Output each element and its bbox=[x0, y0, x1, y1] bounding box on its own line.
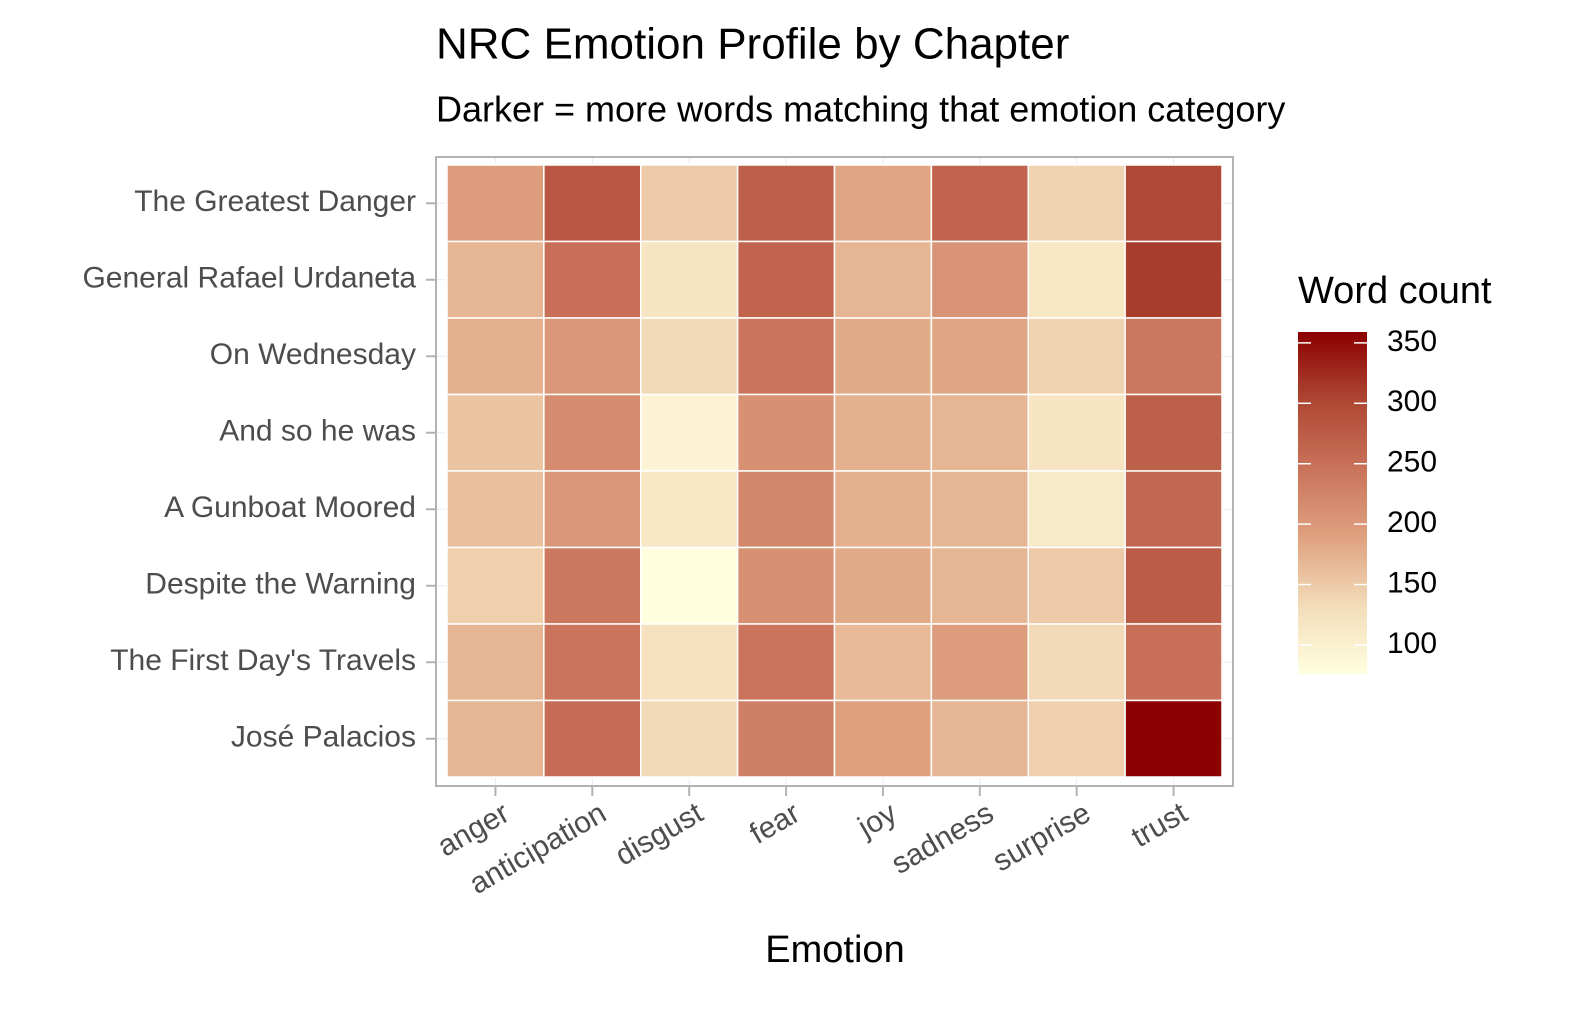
colorbar-tick-label: 100 bbox=[1387, 627, 1437, 660]
heat-cell bbox=[833, 470, 933, 549]
heat-cell bbox=[1027, 393, 1126, 472]
legend-title: Word count bbox=[1298, 270, 1492, 312]
heat-cell bbox=[930, 699, 1029, 778]
y-tick-label: And so he was bbox=[219, 415, 416, 448]
heat-cell bbox=[736, 393, 836, 472]
heat-cell bbox=[446, 546, 545, 625]
heat-cell bbox=[736, 699, 836, 778]
heat-cell bbox=[446, 240, 545, 319]
heat-cell bbox=[930, 164, 1029, 243]
heat-cell bbox=[833, 699, 933, 778]
heat-cell bbox=[640, 470, 739, 549]
heat-cell bbox=[930, 623, 1029, 702]
heat-cell bbox=[543, 164, 642, 243]
x-tick-label: disgust bbox=[610, 796, 709, 872]
heat-cell bbox=[833, 317, 933, 396]
x-tick-label: trust bbox=[1126, 796, 1194, 854]
heat-cell bbox=[543, 623, 642, 702]
heat-cell bbox=[543, 317, 642, 396]
heat-cell bbox=[1124, 470, 1223, 549]
heat-cell bbox=[1124, 393, 1223, 472]
x-tick-label: fear bbox=[744, 796, 805, 850]
heat-cell bbox=[1027, 546, 1126, 625]
y-tick-label: Despite the Warning bbox=[145, 568, 416, 601]
heat-cell bbox=[446, 164, 545, 243]
heat-cell bbox=[736, 164, 836, 243]
heat-cell bbox=[446, 393, 545, 472]
heat-cell bbox=[543, 699, 642, 778]
heat-cell bbox=[640, 546, 739, 625]
heat-cell bbox=[640, 317, 739, 396]
heat-cell bbox=[833, 623, 933, 702]
chart-title: NRC Emotion Profile by Chapter bbox=[436, 20, 1069, 69]
heat-cell bbox=[930, 470, 1029, 549]
heat-cell bbox=[1124, 623, 1223, 702]
heat-cell bbox=[640, 393, 739, 472]
heat-cell bbox=[640, 240, 739, 319]
heat-cell bbox=[640, 623, 739, 702]
heat-cell bbox=[543, 546, 642, 625]
heat-cell bbox=[1027, 470, 1126, 549]
heat-cell bbox=[446, 699, 545, 778]
heat-cell bbox=[543, 240, 642, 319]
heat-cell bbox=[736, 317, 836, 396]
y-tick-label: General Rafael Urdaneta bbox=[82, 262, 416, 295]
heat-cell bbox=[833, 546, 933, 625]
colorbar-tick-label: 300 bbox=[1387, 385, 1437, 418]
y-tick-label: A Gunboat Moored bbox=[164, 491, 416, 524]
colorbar-tick-label: 250 bbox=[1387, 446, 1437, 479]
heat-cell bbox=[930, 393, 1029, 472]
panel-border bbox=[435, 156, 1234, 787]
heat-cell bbox=[1124, 546, 1223, 625]
y-tick-label: On Wednesday bbox=[210, 338, 416, 371]
heat-cell bbox=[930, 240, 1029, 319]
colorbar-tick-label: 200 bbox=[1387, 506, 1437, 539]
heat-cell bbox=[543, 470, 642, 549]
heat-cell bbox=[446, 470, 545, 549]
heat-cell bbox=[640, 699, 739, 778]
y-tick-label: The First Day's Travels bbox=[110, 644, 416, 677]
heat-cell bbox=[736, 623, 836, 702]
heat-cell bbox=[543, 393, 642, 472]
colorbar-tick-label: 350 bbox=[1387, 325, 1437, 358]
heat-cell bbox=[736, 240, 836, 319]
heat-cell bbox=[736, 546, 836, 625]
heat-cell bbox=[1027, 240, 1126, 319]
heat-cell bbox=[736, 470, 836, 549]
x-axis-label: Emotion bbox=[765, 929, 904, 971]
x-tick-label: sadness bbox=[886, 796, 999, 880]
heat-cell bbox=[1027, 699, 1126, 778]
heat-cell bbox=[833, 164, 933, 243]
heat-cell bbox=[446, 623, 545, 702]
colorbar-tick-label: 150 bbox=[1387, 566, 1437, 599]
heat-cell bbox=[930, 317, 1029, 396]
heat-cell bbox=[1124, 317, 1223, 396]
heat-cell bbox=[1027, 317, 1126, 396]
colorbar bbox=[1298, 332, 1367, 674]
x-tick-label: joy bbox=[852, 796, 903, 844]
heat-cell bbox=[1027, 623, 1126, 702]
heat-cell bbox=[446, 317, 545, 396]
heat-cell bbox=[1027, 164, 1126, 243]
chart-subtitle: Darker = more words matching that emotio… bbox=[436, 89, 1285, 130]
heat-cell bbox=[833, 240, 933, 319]
heat-cell bbox=[1124, 699, 1223, 778]
heat-cell bbox=[1124, 164, 1223, 243]
x-tick-label: surprise bbox=[987, 796, 1096, 878]
y-tick-label: José Palacios bbox=[231, 721, 416, 754]
heat-cell bbox=[1124, 240, 1223, 319]
heat-cell bbox=[640, 164, 739, 243]
heat-cell bbox=[930, 546, 1029, 625]
heat-cell bbox=[833, 393, 933, 472]
y-tick-label: The Greatest Danger bbox=[134, 185, 416, 218]
